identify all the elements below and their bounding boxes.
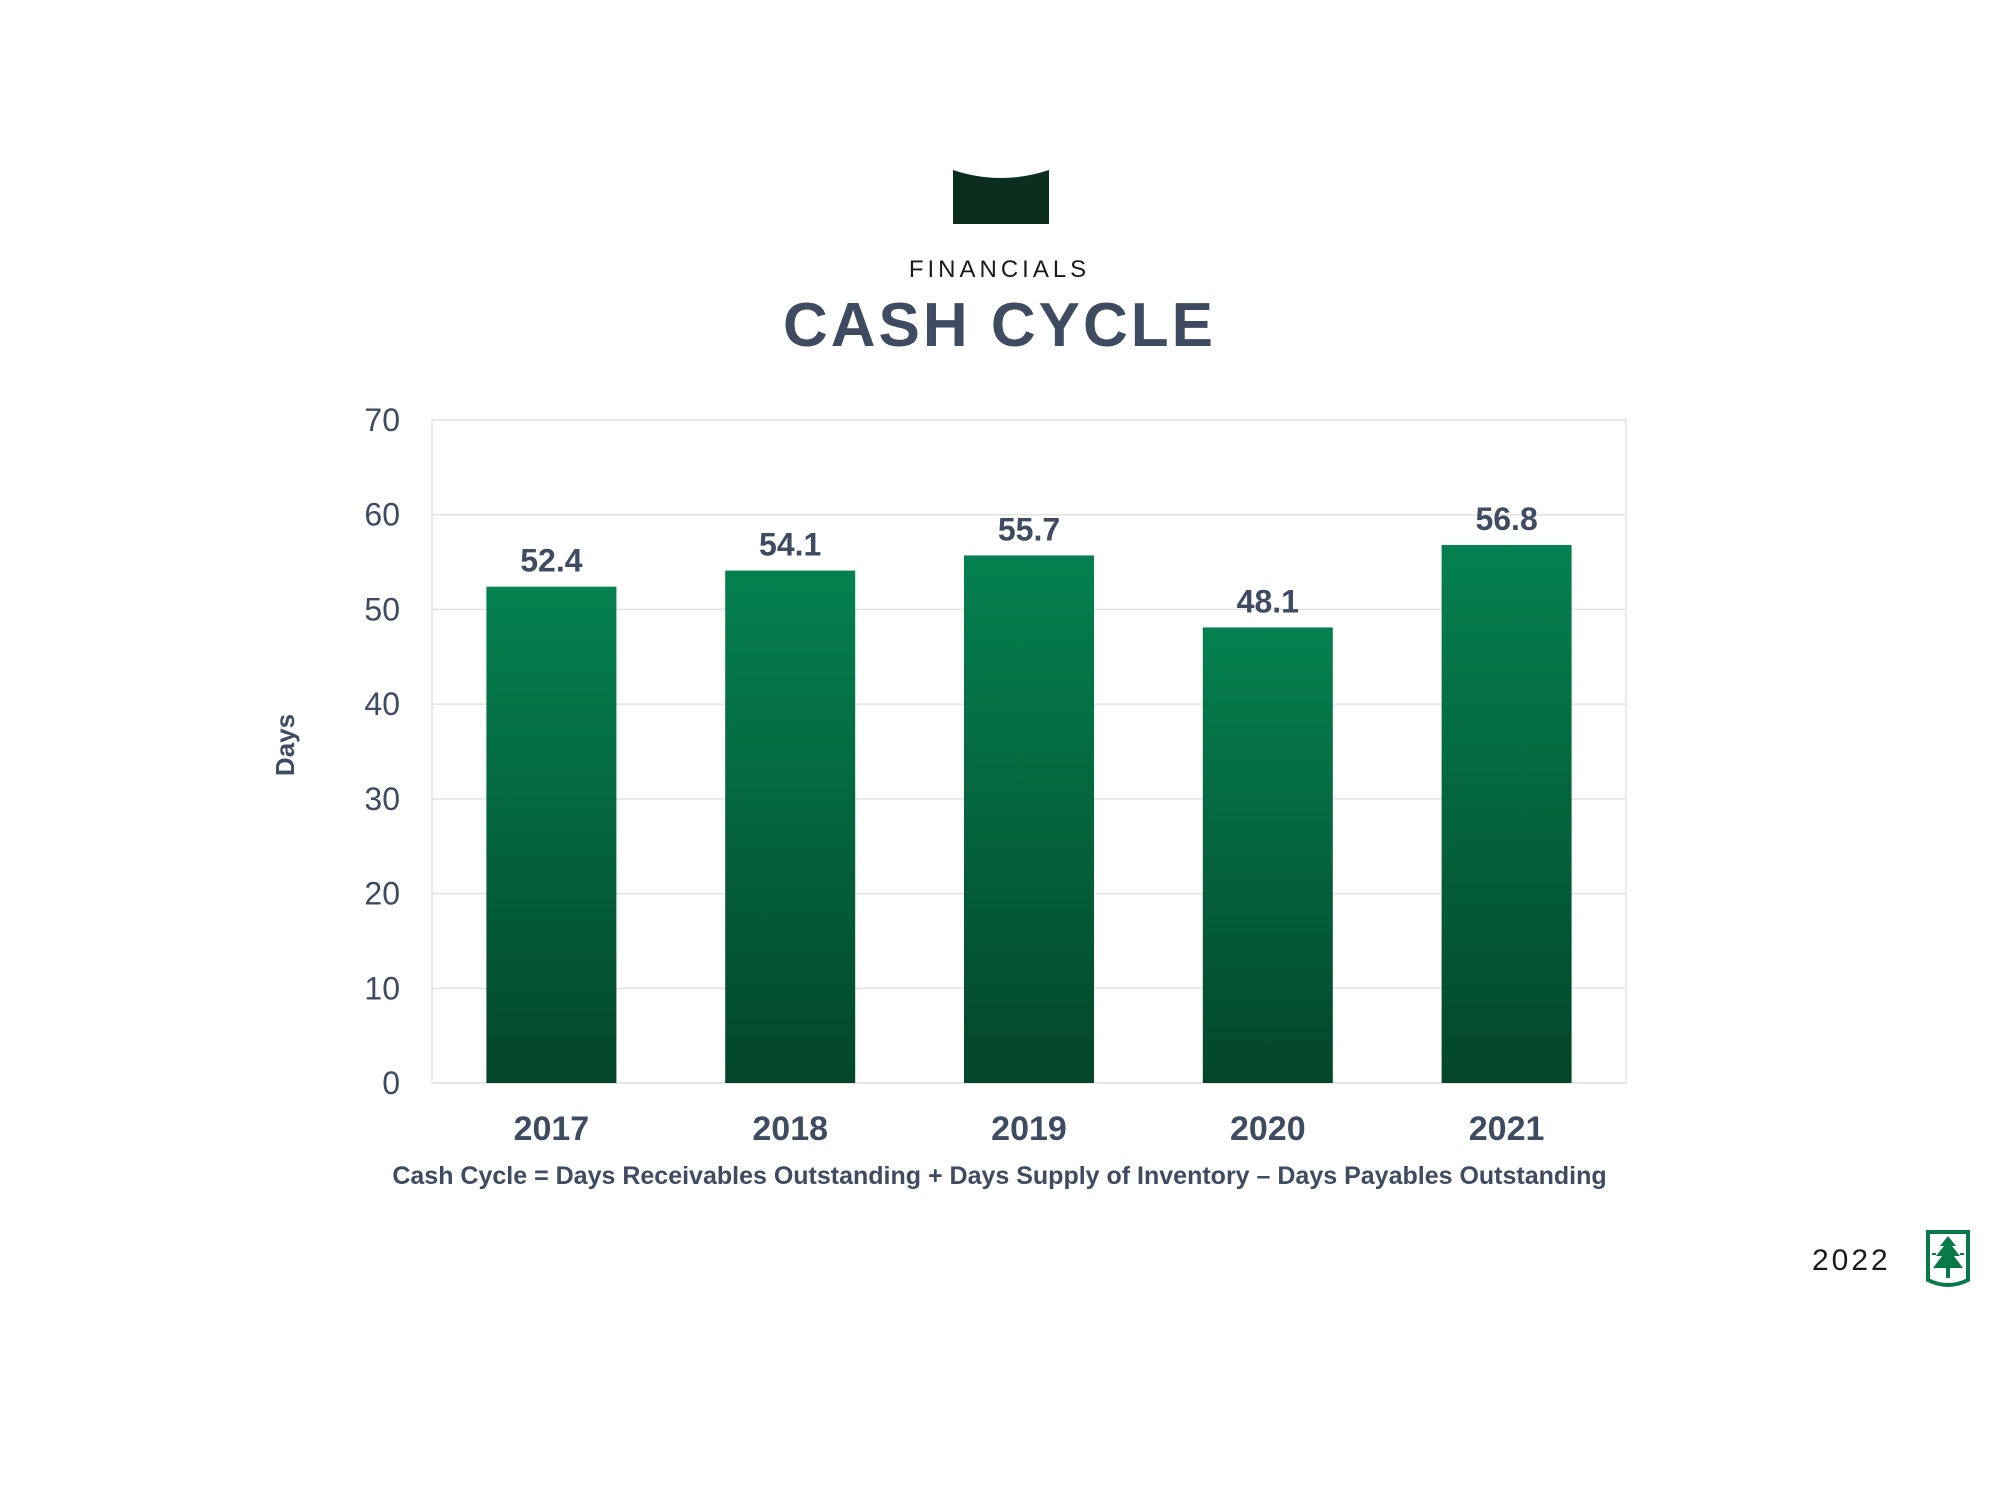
data-label: 48.1 — [1237, 583, 1299, 619]
bar-2018 — [725, 570, 856, 1083]
footer-year: 2022 — [1812, 1244, 1891, 1277]
y-tick-label: 50 — [364, 591, 400, 627]
header-emblem-icon — [953, 170, 1049, 224]
y-tick-label: 10 — [364, 970, 400, 1006]
y-tick-label: 40 — [364, 686, 400, 722]
cash-cycle-formula-note: Cash Cycle = Days Receivables Outstandin… — [392, 1162, 1607, 1190]
bar-2020 — [1202, 627, 1333, 1083]
x-category-label: 2020 — [1230, 1110, 1306, 1148]
data-label: 54.1 — [759, 527, 821, 563]
section-label: FINANCIALS — [908, 256, 1091, 283]
x-category-label: 2017 — [514, 1110, 590, 1148]
y-tick-label: 0 — [382, 1065, 400, 1101]
y-axis-title: Days — [270, 714, 300, 776]
data-label: 56.8 — [1475, 501, 1537, 537]
x-category-label: 2019 — [991, 1110, 1067, 1148]
bar-2021 — [1441, 545, 1572, 1083]
x-category-label: 2018 — [752, 1110, 828, 1148]
y-tick-label: 20 — [364, 876, 400, 912]
data-label: 55.7 — [998, 511, 1060, 547]
tree-logo-icon — [1926, 1230, 1970, 1287]
page-title: CASH CYCLE — [782, 291, 1217, 360]
y-tick-label: 30 — [364, 781, 400, 817]
data-label: 52.4 — [520, 543, 582, 579]
y-tick-label: 70 — [364, 402, 400, 438]
x-category-label: 2021 — [1469, 1110, 1545, 1148]
bar-2017 — [486, 586, 617, 1083]
bar-2019 — [964, 555, 1094, 1083]
y-tick-label: 60 — [364, 497, 400, 533]
